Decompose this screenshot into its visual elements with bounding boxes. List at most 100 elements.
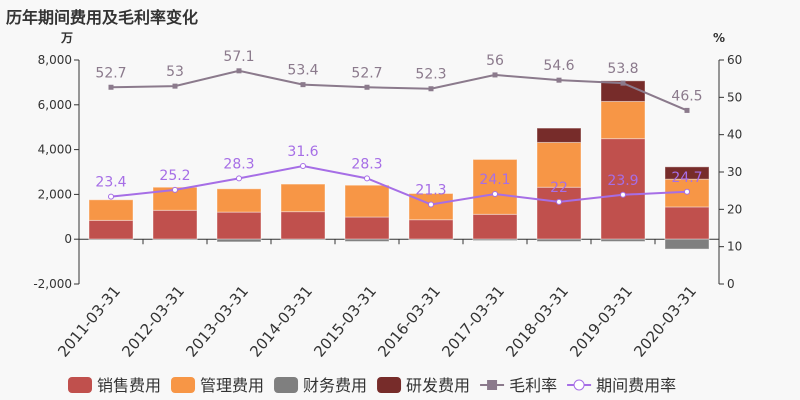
- data-label-期间费用率: 28.3: [351, 156, 382, 172]
- legend-marker: [573, 379, 585, 391]
- marker-期间费用率: [492, 191, 498, 198]
- bar-销售费用: [216, 211, 262, 240]
- x-tick-label: 2013-03-31: [182, 282, 252, 360]
- bar-财务费用: [152, 238, 198, 241]
- x-tick-label: 2016-03-31: [374, 282, 444, 360]
- marker-期间费用率: [620, 191, 626, 198]
- bar-销售费用: [472, 213, 518, 240]
- y2-tick-label: 50: [727, 90, 742, 104]
- y-tick-label: 8,000: [38, 53, 72, 67]
- y2-tick-label: 0: [727, 277, 735, 291]
- marker-期间费用率: [364, 175, 370, 182]
- bar-财务费用: [472, 238, 518, 242]
- marker-毛利率: [300, 82, 306, 88]
- marker-期间费用率: [300, 163, 306, 170]
- marker-毛利率: [428, 86, 434, 92]
- bar-管理费用: [88, 199, 134, 221]
- x-tick-label: 2019-03-31: [566, 282, 636, 360]
- marker-毛利率: [236, 68, 242, 74]
- data-label-期间费用率: 24.7: [671, 170, 702, 186]
- marker-毛利率: [492, 72, 498, 78]
- legend-label-期间费用率: 期间费用率: [596, 376, 676, 395]
- y-tick-label: 4,000: [38, 143, 72, 157]
- bar-销售费用: [408, 219, 454, 240]
- data-label-期间费用率: 28.3: [223, 156, 254, 172]
- data-label-毛利率: 57.1: [223, 49, 254, 65]
- legend-label-财务费用: 财务费用: [303, 376, 367, 395]
- bar-财务费用: [88, 238, 134, 241]
- bar-销售费用: [344, 216, 390, 240]
- data-label-毛利率: 53.8: [607, 61, 638, 77]
- data-label-期间费用率: 24.1: [479, 172, 510, 188]
- bar-管理费用: [600, 100, 646, 140]
- data-label-期间费用率: 25.2: [159, 168, 190, 184]
- legend-label-管理费用: 管理费用: [200, 376, 264, 395]
- bar-财务费用: [536, 238, 582, 242]
- y-tick-label: 2,000: [38, 187, 72, 201]
- data-label-毛利率: 46.5: [671, 88, 702, 104]
- legend-swatch-管理费用: [171, 377, 196, 393]
- right-unit-label: %: [713, 31, 725, 45]
- bar-财务费用: [664, 238, 710, 250]
- data-label-期间费用率: 22: [550, 180, 568, 196]
- x-tick-label: 2018-03-31: [502, 282, 572, 360]
- legend-marker: [487, 380, 498, 390]
- bar-管理费用: [472, 158, 518, 215]
- legend-swatch-财务费用: [274, 377, 299, 393]
- data-label-期间费用率: 21.3: [415, 182, 446, 198]
- bar-销售费用: [664, 206, 710, 240]
- marker-毛利率: [364, 84, 370, 90]
- marker-期间费用率: [172, 186, 178, 193]
- legend-swatch-销售费用: [68, 377, 92, 393]
- chart-title: 历年期间费用及毛利率变化: [6, 8, 199, 27]
- bar-管理费用: [344, 184, 390, 218]
- bar-研发费用: [536, 127, 582, 143]
- x-tick-label: 2011-03-31: [54, 282, 124, 360]
- marker-期间费用率: [684, 188, 690, 195]
- marker-期间费用率: [556, 198, 562, 205]
- data-label-毛利率: 53.4: [287, 63, 318, 79]
- marker-期间费用率: [108, 193, 114, 200]
- line-毛利率: [110, 69, 688, 112]
- bar-管理费用: [280, 183, 326, 213]
- data-label-毛利率: 54.6: [543, 58, 574, 74]
- bar-销售费用: [152, 209, 198, 240]
- data-label-毛利率: 52.7: [351, 65, 382, 81]
- legend-label-毛利率: 毛利率: [509, 376, 557, 395]
- data-label-毛利率: 52.7: [95, 65, 126, 81]
- x-tick-label: 2020-03-31: [630, 282, 700, 360]
- left-unit-label: 万: [60, 31, 73, 45]
- marker-毛利率: [556, 77, 562, 83]
- x-tick-label: 2012-03-31: [118, 282, 188, 360]
- legend-swatch-研发费用: [377, 377, 402, 393]
- y-tick-label: 6,000: [38, 98, 72, 112]
- bar-销售费用: [280, 211, 326, 240]
- bar-财务费用: [600, 238, 646, 242]
- marker-期间费用率: [236, 175, 242, 182]
- y-tick-label: -2,000: [33, 277, 72, 291]
- bar-销售费用: [88, 219, 134, 240]
- line-期间费用率: [110, 165, 688, 206]
- bar-财务费用: [216, 238, 262, 243]
- y2-tick-label: 30: [727, 165, 742, 179]
- bar-财务费用: [408, 238, 454, 241]
- y2-tick-label: 60: [727, 53, 742, 67]
- marker-期间费用率: [428, 201, 434, 208]
- bar-财务费用: [344, 238, 390, 242]
- bar-管理费用: [536, 141, 582, 188]
- bar-销售费用: [536, 186, 582, 240]
- y2-tick-label: 10: [727, 240, 742, 254]
- marker-毛利率: [172, 83, 178, 89]
- x-tick-label: 2014-03-31: [246, 282, 316, 360]
- data-label-毛利率: 56: [486, 53, 504, 69]
- x-tick-label: 2015-03-31: [310, 282, 380, 360]
- marker-毛利率: [684, 107, 690, 113]
- bar-研发费用: [664, 166, 710, 180]
- y-tick-label: 0: [64, 232, 72, 246]
- legend-label-销售费用: 销售费用: [97, 376, 161, 395]
- data-label-毛利率: 53: [166, 64, 184, 80]
- data-label-期间费用率: 23.4: [95, 175, 126, 191]
- data-label-期间费用率: 31.6: [287, 144, 318, 160]
